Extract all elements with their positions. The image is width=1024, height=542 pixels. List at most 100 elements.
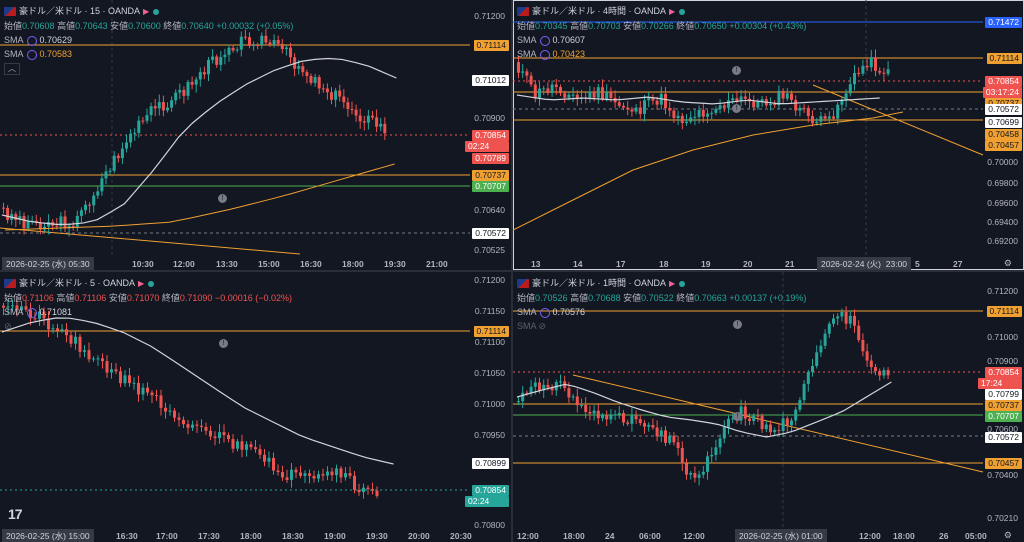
hidden-eye-icon[interactable]: ⊘ <box>536 321 547 331</box>
candle-body <box>166 107 169 111</box>
candle-body <box>195 424 199 426</box>
candle-body <box>56 328 59 331</box>
indicator-settings-icon[interactable] <box>539 49 550 60</box>
candle-body <box>567 388 571 398</box>
candle-body <box>330 471 334 476</box>
sma-indicator-1[interactable]: SMA 0.70629 <box>4 35 73 46</box>
candle-body <box>289 47 292 58</box>
symbol-title[interactable]: 豪ドル／米ドル · 4時間 · OANDA <box>532 6 667 16</box>
gear-icon[interactable]: ⚙ <box>1003 258 1012 268</box>
level-tag: 0.70737 <box>985 400 1022 411</box>
crosshair-time-label: 2026-02-24 (火) 23:00 <box>817 257 912 270</box>
flag-marker-icon[interactable]: ▶ <box>669 279 676 288</box>
time-axis-label: 24 <box>605 531 615 541</box>
level-tag: 0.71472 <box>985 17 1022 28</box>
alert-icon[interactable]: ! <box>732 104 741 113</box>
symbol-title[interactable]: 豪ドル／米ドル · 1時間 · OANDA <box>532 278 667 288</box>
candle-body <box>815 352 819 367</box>
candle-body <box>20 306 23 311</box>
market-open-icon <box>679 280 686 287</box>
candle-body <box>580 404 583 406</box>
chart-canvas-4h[interactable] <box>513 0 1024 270</box>
candle-body <box>546 88 550 94</box>
candle-body <box>105 361 109 373</box>
candle-body <box>354 109 358 116</box>
candle-body <box>651 98 655 101</box>
candle-body <box>375 490 379 497</box>
symbol-title[interactable]: 豪ドル／米ドル · 15 · OANDA <box>19 6 141 16</box>
sma-indicator-2[interactable]: SMA ⊘ <box>517 321 547 331</box>
symbol-title[interactable]: 豪ドル／米ドル · 5 · OANDA <box>19 278 136 288</box>
alert-icon[interactable]: ! <box>732 66 741 75</box>
chart-canvas-15m[interactable] <box>0 0 511 270</box>
sma-indicator-1[interactable]: SMA 0.70607 <box>517 35 586 46</box>
candle-body <box>634 415 638 420</box>
candle-body <box>137 382 140 395</box>
sma-hidden-indicator[interactable]: ⊘ <box>4 321 12 331</box>
candle-body <box>832 116 835 119</box>
candle-body <box>651 425 655 428</box>
chart-canvas-5m[interactable] <box>0 272 511 542</box>
candle-body <box>129 133 133 143</box>
chart-pane-4h[interactable]: 豪ドル／米ドル · 4時間 · OANDA ▶ 始値0.70345 高値0.707… <box>513 0 1024 270</box>
candle-body <box>853 315 856 326</box>
alert-icon[interactable]: ! <box>219 339 228 348</box>
sma-indicator-2[interactable]: SMA 0.70423 <box>517 49 586 60</box>
candle-body <box>211 56 215 60</box>
indicator-settings-icon[interactable] <box>26 35 37 46</box>
candle-body <box>626 107 630 110</box>
candle-body <box>101 358 104 362</box>
alert-icon[interactable]: ! <box>733 412 742 421</box>
candle-body <box>840 312 844 317</box>
candle-body <box>239 36 243 50</box>
flag-marker-icon[interactable]: ▶ <box>138 279 145 288</box>
alert-icon[interactable]: ! <box>733 320 742 329</box>
indicator-settings-icon[interactable] <box>539 307 550 318</box>
flag-marker-icon[interactable]: ▶ <box>143 7 150 16</box>
candle-body <box>252 45 256 47</box>
sma-indicator-1[interactable]: SMA 0.71081 <box>4 307 73 318</box>
candle-body <box>727 100 730 108</box>
candle-body <box>209 430 212 437</box>
chart-pane-15m[interactable]: 豪ドル／米ドル · 15 · OANDA ▶ 始値0.70608 高値0.7064… <box>0 0 511 270</box>
chart-pane-1h[interactable]: 豪ドル／米ドル · 1時間 · OANDA ▶ 始値0.70526 高値0.706… <box>513 272 1024 542</box>
candle-body <box>38 311 41 319</box>
indicator-settings-icon[interactable] <box>26 307 37 318</box>
candle-body <box>191 424 194 428</box>
candle-body <box>689 472 693 475</box>
candle-body <box>223 54 227 58</box>
candle-body <box>542 88 546 90</box>
alert-icon[interactable]: ! <box>218 194 227 203</box>
sma-indicator-2[interactable]: SMA 0.70583 <box>4 49 73 60</box>
candle-body <box>680 448 684 464</box>
candle-body <box>358 115 362 122</box>
gear-icon[interactable]: ⚙ <box>1003 530 1012 540</box>
candle-body <box>655 100 659 105</box>
pane-divider-horizontal[interactable] <box>0 270 1024 272</box>
indicator-settings-icon[interactable] <box>539 35 550 46</box>
candle-body <box>781 90 785 99</box>
flag-marker-icon[interactable]: ▶ <box>669 7 676 16</box>
sma-indicator-1[interactable]: SMA 0.70576 <box>517 307 586 318</box>
level-tag: 0.71114 <box>473 326 509 337</box>
candle-body <box>348 473 352 476</box>
candle-body <box>63 216 67 229</box>
time-axis-label: 19:30 <box>366 531 388 541</box>
candle-body <box>218 432 221 439</box>
price-axis-label: 0.69200 <box>987 236 1018 246</box>
indicator-settings-icon[interactable] <box>26 49 37 60</box>
chevron-up-icon[interactable]: ︿ <box>4 63 20 75</box>
countdown-tag: 03:17:24 <box>982 87 1022 98</box>
moving-average-line <box>516 381 892 438</box>
chart-canvas-1h[interactable] <box>513 272 1024 542</box>
tradingview-logo[interactable]: 17 <box>8 506 23 522</box>
candle-body <box>157 102 161 109</box>
candle-body <box>727 418 730 428</box>
candle-body <box>806 108 810 117</box>
candle-body <box>655 427 659 437</box>
chart-pane-5m[interactable]: 豪ドル／米ドル · 5 · OANDA ▶ 始値0.71106 高値0.71106… <box>0 272 511 542</box>
candle-body <box>38 222 42 230</box>
price-axis-label: 0.70000 <box>987 157 1018 167</box>
candle-body <box>55 225 59 227</box>
candle-body <box>149 106 153 116</box>
